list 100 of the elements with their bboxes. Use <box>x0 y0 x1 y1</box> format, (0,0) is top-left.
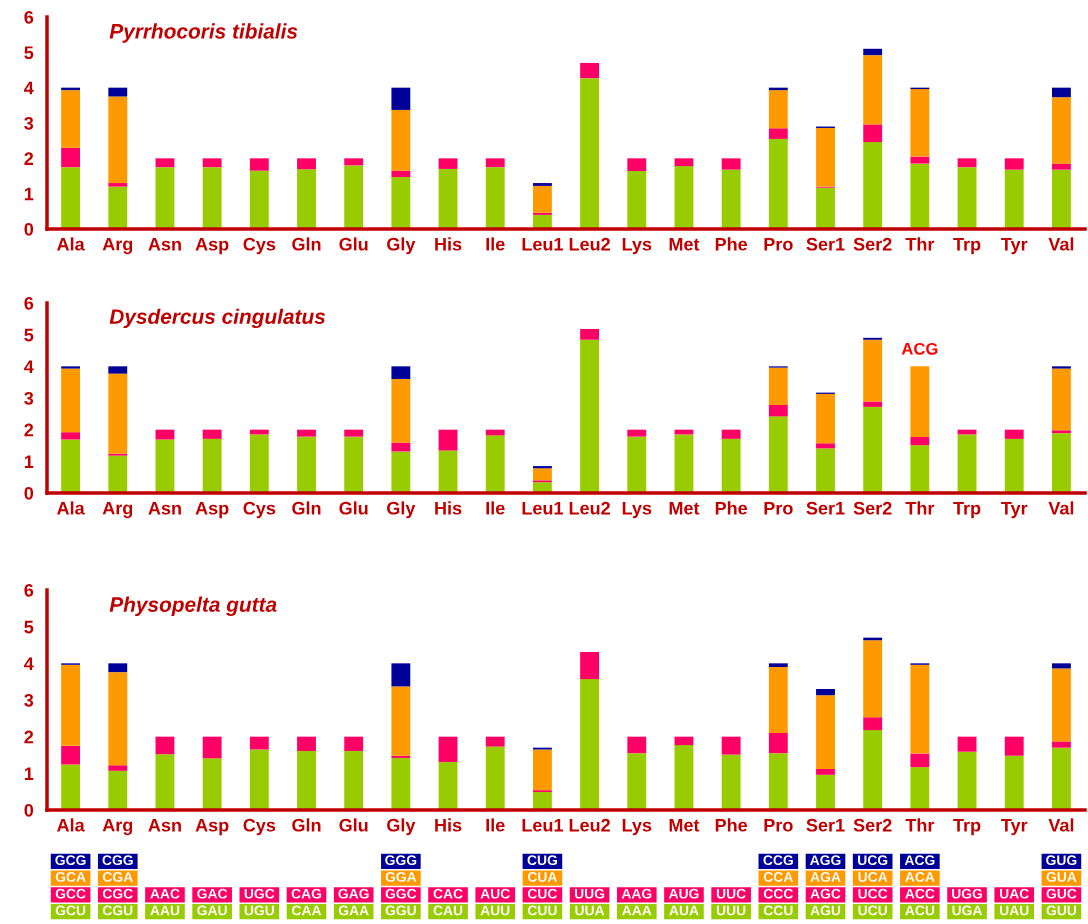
text: GCC <box>55 888 86 899</box>
y-tick-label: 1 <box>24 455 34 468</box>
x-tick-label: Val <box>1048 818 1074 832</box>
y-tick-label: 2 <box>24 730 34 744</box>
x-tick-label: Pro <box>764 238 793 251</box>
y-tick-label: 0 <box>24 222 34 236</box>
x-tick-label: His <box>435 501 462 515</box>
x-tick-label: Asn <box>148 238 181 251</box>
text: UUG <box>574 888 605 899</box>
y-tick-label: 3 <box>24 391 34 405</box>
x-tick-label: His <box>435 237 462 251</box>
text: GAA <box>338 905 369 916</box>
text: AAA <box>622 905 652 916</box>
x-tick-label: Tyr <box>1001 502 1028 519</box>
text: AAC <box>150 888 180 899</box>
x-tick-label: Phe <box>715 501 748 515</box>
text: UCU <box>858 905 887 916</box>
x-tick-label: Met <box>669 819 700 832</box>
text: CUA <box>527 872 558 882</box>
x-tick-label: Ile <box>486 237 505 251</box>
x-tick-label: Ala <box>56 818 85 832</box>
y-tick-label: 5 <box>24 620 34 634</box>
x-tick-label: Cys <box>243 237 276 255</box>
text: UUU <box>716 905 746 916</box>
y-tick-label: 4 <box>24 360 34 373</box>
x-tick-label: Gln <box>292 237 321 251</box>
chart-title: Dysdercus cingulatus <box>109 308 326 329</box>
x-tick-label: Pro <box>764 819 793 832</box>
text: AUC <box>480 888 510 899</box>
text: CUC <box>527 888 558 899</box>
text: GAG <box>338 888 369 899</box>
text: CGC <box>102 888 133 899</box>
y-tick-label: 3 <box>24 693 34 707</box>
text: UGC <box>244 888 275 899</box>
x-tick-label: Phe <box>715 818 748 832</box>
text: AGC <box>810 888 841 899</box>
text: GGU <box>385 905 416 916</box>
text: AUG <box>668 888 699 899</box>
x-tick-label: Glu <box>339 237 368 251</box>
x-tick-label: Leu1 <box>522 502 563 515</box>
x-tick-label: Arg <box>102 818 133 836</box>
text: CGA <box>102 872 133 882</box>
x-tick-label: Lys <box>622 819 652 836</box>
annotation: ACG <box>901 342 938 355</box>
text: UGU <box>244 905 274 916</box>
x-tick-label: Ile <box>486 501 505 515</box>
y-tick-label: 2 <box>24 423 34 437</box>
text: ACU <box>905 905 935 916</box>
text: CUU <box>527 905 557 916</box>
text: AAU <box>150 905 180 916</box>
y-tick-label: 5 <box>24 46 34 60</box>
x-tick-label: Thr <box>905 501 935 515</box>
text: ACC <box>905 888 935 899</box>
y-tick-label: 0 <box>24 486 34 500</box>
text: CCC <box>763 888 793 899</box>
x-tick-label: Gly <box>387 237 416 255</box>
text: CGU <box>102 905 133 916</box>
text: AUA <box>669 905 699 916</box>
x-tick-label: Ser2 <box>853 818 892 832</box>
y-tick-label: 0 <box>24 803 34 817</box>
y-tick-label: 2 <box>24 152 34 165</box>
chart-title: Physopelta gutta <box>109 596 277 617</box>
text: UCG <box>858 855 888 866</box>
text: GCA <box>55 872 86 882</box>
x-tick-label: Leu2 <box>569 818 610 832</box>
x-tick-label: Tyr <box>1001 819 1028 836</box>
x-tick-label: Thr <box>905 237 935 251</box>
x-tick-label: Trp <box>953 502 981 519</box>
y-tick-label: 3 <box>24 116 34 130</box>
y-tick-label: 5 <box>24 328 34 342</box>
text: UUC <box>716 888 746 899</box>
text: GGC <box>385 888 417 899</box>
text: CUG <box>527 855 557 866</box>
x-tick-label: Ser1 <box>806 237 845 251</box>
x-tick-label: Thr <box>905 818 935 832</box>
x-tick-label: Tyr <box>1001 238 1028 255</box>
x-tick-label: Asp <box>195 238 229 255</box>
text: UCA <box>858 872 888 882</box>
y-tick-label: 4 <box>24 81 34 95</box>
text: GGG <box>385 855 417 866</box>
x-tick-label: Glu <box>339 818 368 832</box>
x-tick-label: Glu <box>339 501 368 515</box>
x-tick-label: Cys <box>243 501 276 519</box>
x-tick-label: Trp <box>953 238 981 255</box>
x-tick-label: Val <box>1048 237 1074 251</box>
text: CAG <box>291 888 322 899</box>
y-tick-label: 1 <box>24 767 34 780</box>
x-tick-label: Ser1 <box>806 501 845 515</box>
text: AGG <box>810 855 841 866</box>
text: UAU <box>1000 905 1029 916</box>
x-tick-label: Leu2 <box>569 501 610 515</box>
text: UUA <box>575 905 605 916</box>
x-tick-label: Ser2 <box>853 501 892 515</box>
text: GGA <box>385 872 417 882</box>
x-tick-label: Ser2 <box>853 237 892 251</box>
x-tick-label: Asn <box>148 502 181 515</box>
x-tick-label: Ile <box>486 818 505 832</box>
x-tick-label: Met <box>669 238 700 251</box>
text: AGA <box>810 872 841 882</box>
x-tick-label: Met <box>669 502 700 515</box>
